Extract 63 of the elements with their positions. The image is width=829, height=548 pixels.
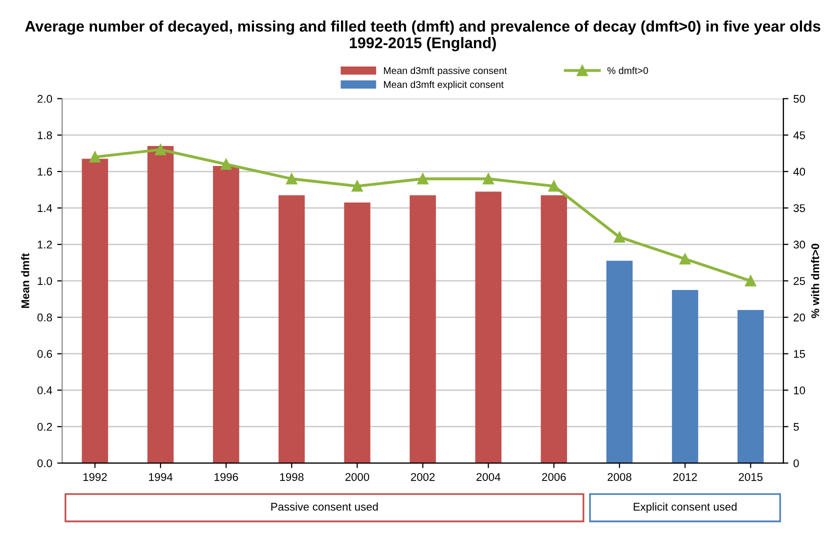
bar	[672, 290, 698, 464]
x-tick-label: 2008	[608, 473, 632, 481]
x-tick-label: 1994	[149, 473, 173, 481]
bar	[147, 146, 174, 464]
y-axis-title: Mean dmft	[21, 253, 30, 308]
bar	[606, 260, 633, 464]
bar	[738, 310, 764, 464]
bar	[540, 195, 568, 464]
point	[745, 275, 756, 286]
y-tick-label: 0.8	[37, 314, 52, 322]
y-tick-label: 0.4	[37, 386, 52, 394]
bar	[410, 195, 436, 464]
y2-tick-label: 5	[794, 423, 799, 431]
y-tick-label: 2.0	[38, 94, 52, 103]
y-tick-label: 1.2	[38, 240, 52, 248]
y-tick-label: 0.6	[37, 350, 52, 358]
x-tick-label: 1992	[83, 473, 107, 481]
legend-label: % dmft>0	[607, 66, 648, 74]
legend-label: Mean d3mft passive consent	[384, 66, 507, 76]
point	[89, 151, 101, 163]
y2-tick-label: 15	[794, 350, 806, 358]
x-tick-label: 2004	[476, 473, 500, 481]
y-tick-label: 1.6	[38, 168, 52, 176]
x-tick-label: 1996	[214, 473, 238, 481]
y2-tick-label: 20	[794, 314, 806, 322]
bar	[475, 192, 502, 464]
y2-tick-label: 30	[794, 240, 806, 249]
legend-label: Mean d3mft explicit consent	[384, 80, 504, 90]
point	[680, 253, 691, 265]
point	[154, 144, 166, 156]
point	[482, 173, 494, 184]
y2-tick-label: 50	[794, 94, 806, 103]
x-tick-label: 2000	[345, 473, 370, 481]
x-tick-label: 2006	[542, 473, 566, 481]
y-tick-label: 1.8	[38, 131, 52, 140]
point	[352, 180, 363, 192]
y2-tick-label: 40	[793, 168, 806, 176]
y2-axis-title: % with dmft>0	[811, 244, 820, 318]
bar	[82, 158, 108, 464]
y2-tick-label: 45	[793, 131, 806, 140]
x-tick-label: 1998	[280, 473, 304, 481]
y-tick-label: 0.2	[37, 422, 52, 431]
y-tick-label: 1.0	[38, 277, 52, 285]
chart-title: Average number of decayed, missing and filled teeth (dmft) and prevalence of decay (dmft>0) in five year olds 1992-2015 (England)	[25, 20, 820, 52]
point	[417, 173, 428, 184]
x-tick-label: 2015	[738, 473, 763, 481]
y2-tick-label: 10	[794, 386, 806, 394]
point	[220, 158, 232, 170]
point	[286, 173, 298, 184]
bar	[344, 202, 370, 464]
y-tick-label: 1.4	[38, 204, 52, 212]
bar	[212, 166, 240, 464]
text: Explicit consent used	[634, 502, 737, 513]
y2-tick-label: 0	[794, 459, 799, 468]
y-tick-label: 0.0	[37, 459, 52, 468]
point	[614, 232, 626, 243]
y2-tick-label: 25	[794, 277, 806, 285]
x-tick-label: 2002	[410, 473, 435, 481]
y2-tick-label: 35	[794, 204, 806, 212]
text: Passive consent used	[271, 502, 378, 511]
bar	[278, 195, 305, 464]
x-tick-label: 2012	[673, 473, 697, 481]
point	[548, 180, 560, 192]
